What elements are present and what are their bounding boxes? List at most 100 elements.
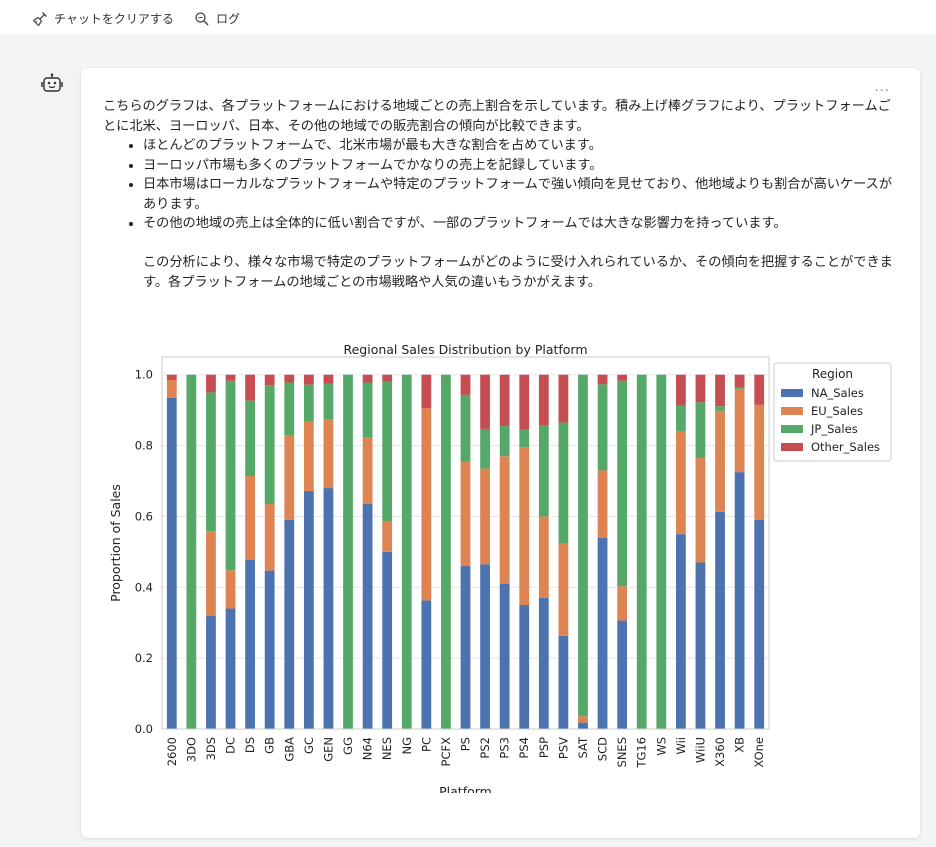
bar-segment [264,385,275,505]
bar-segment [617,380,628,587]
bar-segment [519,447,530,605]
x-tick-label: PSP [537,737,551,758]
chart-title: Regional Sales Distribution by Platform [343,343,587,357]
bar-segment [597,537,608,729]
bar-segment [362,504,373,729]
x-tick-label: 3DS [204,737,218,760]
legend-swatch [781,443,803,451]
bar-segment [421,408,432,601]
list-item: その他の地域の売上は全体的に低い割合ですが、一部のプラットフォームでは大きな影響… [143,214,903,234]
bar-segment [245,476,256,561]
x-tick-label: NES [380,737,394,760]
bar-segment [617,620,628,729]
bar-segment [303,490,314,729]
bar-segment [734,472,745,729]
x-tick-label: XB [733,737,747,753]
y-tick-label: 0.8 [135,439,153,453]
x-tick-label: SAT [576,736,590,758]
bar-segment [323,383,334,419]
list-item: ほとんどのプラットフォームで、北米市場が最も大きな割合を占めています。 [143,136,903,156]
bar-segment [558,422,569,543]
bar-segment [264,570,275,729]
y-axis-label: Proportion of Sales [108,484,123,602]
plot-frame [161,356,770,730]
bar-segment [538,597,549,729]
x-tick-label: PS2 [478,737,492,759]
y-tick-label: 1.0 [135,368,153,382]
bar-segment [323,488,334,729]
log-label: ログ [216,12,241,26]
legend-label: NA_Sales [811,386,864,400]
bar-segment [715,374,725,407]
y-tick-label: 0.2 [135,651,153,665]
bar-segment [323,374,334,384]
bar-segment [303,384,314,422]
x-tick-label: PS4 [517,737,531,759]
bar-segment [245,374,256,401]
legend-title: Region [812,367,853,381]
broom-icon [32,11,48,27]
bar-segment [499,426,510,457]
clear-chat-button[interactable]: チャットをクリアする [28,8,178,29]
bar-segment [597,470,608,538]
legend-swatch [781,389,803,397]
top-toolbar: チャットをクリアする ログ [0,0,936,34]
bar-segment [323,419,334,489]
bar-segment [695,562,706,729]
more-options-button[interactable]: ... [874,80,890,95]
bot-avatar-icon [41,73,63,97]
bar-segment [206,615,216,729]
bar-segment [558,374,569,423]
bar-segment [695,374,706,403]
bar-segment [675,405,686,432]
x-tick-label: GG [341,737,355,755]
bar-segment [715,406,725,411]
x-tick-label: GB [263,737,277,754]
y-tick-label: 0.0 [135,722,153,736]
x-tick-label: PS3 [498,737,512,759]
list-item: ヨーロッパ市場も多くのプラットフォームでかなりの売上を記録しています。 [143,156,903,176]
bar-segment [460,566,471,729]
bar-segment [499,456,510,584]
bar-segment [382,374,393,382]
x-tick-label: PC [419,737,433,752]
bar-segment [538,425,549,517]
bar-segment [754,404,765,520]
x-tick-label: SNES [615,737,629,767]
bar-segment [558,635,569,729]
x-tick-label: N64 [361,737,375,760]
bar-segment [754,519,765,729]
legend-label: JP_Sales [810,422,858,436]
x-tick-label: DS [243,737,257,753]
bar-segment [538,374,549,426]
bar-segment [460,461,471,567]
bar-segment [480,564,490,729]
x-tick-label: WS [654,737,668,756]
x-tick-label: GBA [282,737,296,762]
bar-segment [343,374,353,729]
x-tick-label: DC [224,737,238,754]
bar-segment [754,374,765,405]
x-tick-label: SCD [596,737,610,761]
bar-segment [206,374,216,393]
bar-segment [578,722,588,729]
x-tick-label: TG16 [635,737,649,769]
message-body: こちらのグラフは、各プラットフォームにおける地域ごとの売上割合を示しています。積… [103,97,903,292]
bar-segment [166,397,177,729]
bar-segment [734,387,745,389]
bar-segment [715,410,725,512]
legend-swatch [781,425,803,433]
bar-segment [225,608,236,729]
bar-segment [264,374,275,386]
bar-segment [382,551,393,729]
bar-segment [421,600,432,729]
bar-segment [460,394,471,462]
x-axis-label: Platform [439,784,492,793]
x-tick-label: PS [459,737,473,751]
message-conclusion: この分析により、様々な市場で特定のプラットフォームがどのように受け入れられている… [143,255,893,290]
bar-segment [362,382,373,438]
x-tick-label: PSV [556,737,570,759]
bar-segment [362,437,373,505]
bar-segment [166,374,177,381]
log-button[interactable]: ログ [190,8,244,29]
